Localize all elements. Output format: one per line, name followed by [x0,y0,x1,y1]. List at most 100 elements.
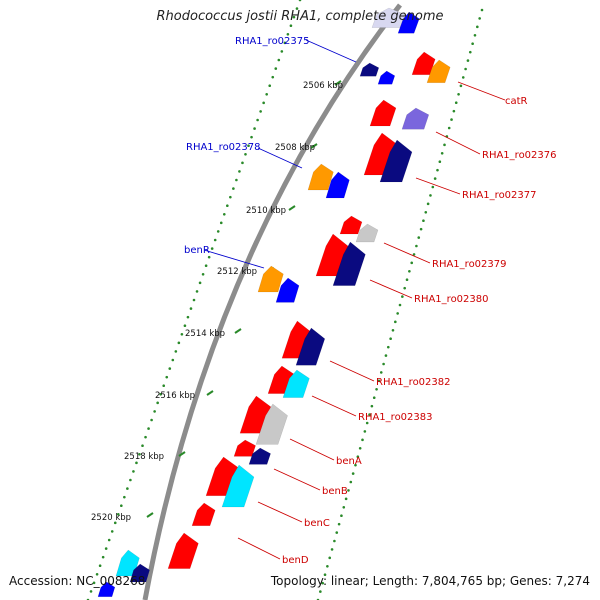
gene-feature-gray[interactable] [255,403,288,445]
gene-feature-blue[interactable] [275,277,300,303]
gene-feature-blue[interactable] [325,171,350,199]
label-leader-line [203,249,265,269]
tick-dot [356,455,360,459]
gene-feature-cyan[interactable] [115,549,140,577]
gene-feature-navy[interactable] [379,139,413,183]
gene-label[interactable]: RHA1_ro02376 [482,150,557,161]
tick-dot [216,230,220,233]
gene-label[interactable]: RHA1_ro02380 [414,294,489,305]
tick-dot [189,307,193,310]
gene-feature-navy[interactable] [248,447,271,465]
tick-dot [386,345,390,349]
tick-dot [326,564,329,568]
gene-feature-red[interactable] [233,439,256,457]
gene-feature-cyan[interactable] [221,464,255,508]
tick-dot [195,290,199,293]
tick-dot [459,84,463,88]
tick-dot [391,328,395,332]
label-leader-line [273,468,321,491]
label-leader-line [457,81,506,101]
tick-dot [330,548,334,551]
axis-tick-mark [234,328,242,334]
gene-label[interactable]: benC [304,518,330,529]
gene-label[interactable]: RHA1_ro02383 [358,412,433,423]
tick-dot [295,7,299,10]
tick-dot [344,497,348,501]
gene-label[interactable]: RHA1_ro02382 [376,377,451,388]
axis-tick-mark [146,512,154,518]
gene-label[interactable]: benB [322,486,348,497]
tick-dot [321,581,324,585]
gene-feature-blue[interactable] [377,70,396,85]
gene-feature-lightblue[interactable] [371,7,406,28]
tick-dot [379,371,383,374]
gene-label[interactable]: RHA1_ro02377 [462,190,537,201]
tick-dot [235,178,238,182]
tick-dot [226,204,229,208]
tick-dot [153,410,156,413]
genome-backbone [142,3,402,600]
tick-dot [292,15,296,19]
gene-labels: RHA1_ro02375 RHA1_ro02378 benR catR RHA1_ro0… [184,36,557,566]
tick-dot [471,42,474,46]
gene-label[interactable]: benR [184,245,210,256]
axis-tick-label: 2510 kbp [246,206,286,216]
tick-dot [129,478,132,482]
label-leader-lines [203,39,506,560]
gene-label[interactable]: catR [505,96,528,107]
label-leader-line [435,131,481,155]
gene-feature-cyan[interactable] [282,369,310,398]
tick-dot [198,281,202,285]
gene-feature-red[interactable] [339,215,363,235]
gene-label[interactable]: RHA1_ro02379 [432,259,507,270]
tick-dot [259,110,262,113]
label-leader-line [257,501,303,523]
axis-tick-mark [310,143,318,149]
tick-dot [107,538,111,542]
gene-feature-navy[interactable] [295,327,326,366]
gene-feature-orange[interactable] [426,59,451,84]
gene-feature-purple[interactable] [401,107,430,130]
tick-dot [403,286,406,290]
gene-feature-navy[interactable] [129,563,150,583]
gene-label[interactable]: RHA1_ro02378 [186,142,261,153]
tick-dot [138,452,141,456]
tick-dot [351,472,355,475]
tick-dot [412,253,416,256]
tick-dot [382,362,385,366]
tick-dot [110,530,114,533]
axis-tick-label: 2512 kbp [217,267,257,277]
tick-dot [177,341,181,345]
tick-dot [417,236,421,239]
tick-dot [98,564,102,568]
gene-feature-navy[interactable] [359,62,380,77]
gene-feature-blue[interactable] [97,581,116,598]
tick-dot [165,375,169,379]
tick-dot [473,33,477,37]
gene-feature-orange[interactable] [307,163,334,191]
gene-label[interactable]: RHA1_ro02375 [235,36,310,47]
gene-label[interactable]: benD [282,555,309,566]
gene-label[interactable]: benA [336,456,362,467]
gene-feature-red[interactable] [167,532,199,569]
gene-feature-red[interactable] [411,51,436,76]
gene-feature-navy[interactable] [332,241,366,286]
tick-dot [219,221,223,225]
axis-tick-label: 2520 kbp [91,513,131,523]
tick-dot [401,295,404,298]
gene-feature-gray[interactable] [355,223,379,243]
gene-feature-blue[interactable] [397,11,420,34]
tick-dot [457,92,460,96]
tick-dot [358,446,362,450]
label-leader-line [257,147,303,169]
axis-tick-label: 2514 kbp [185,329,225,339]
tick-dot [440,151,444,155]
gene-feature-red[interactable] [191,502,216,527]
gene-feature-red[interactable] [369,99,397,127]
tick-dot [113,521,117,525]
map-title: Rhodococcus jostii RHA1, complete genome [156,9,444,24]
tick-dot [349,480,353,484]
label-leader-line [329,360,375,382]
gene-feature-orange[interactable] [257,265,284,293]
